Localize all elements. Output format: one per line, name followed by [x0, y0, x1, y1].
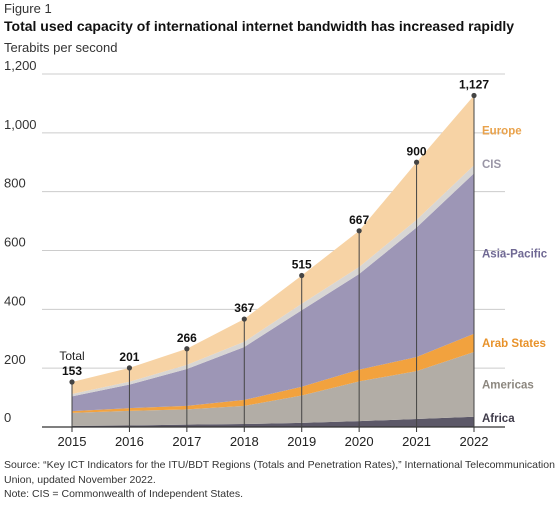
series-area-americas — [72, 351, 474, 426]
total-caption: Total — [59, 349, 84, 363]
total-marker — [356, 228, 362, 234]
total-value-label: 900 — [407, 144, 427, 158]
x-tick-label: 2018 — [230, 434, 259, 449]
total-value-label: 515 — [292, 258, 312, 272]
total-value-label: 367 — [234, 301, 254, 315]
y-tick-label: 1,200 — [4, 58, 37, 73]
total-marker — [471, 92, 477, 99]
chart-subtitle: Terabits per second — [4, 40, 118, 55]
series-label: Arab States — [482, 338, 546, 350]
x-tick-label: 2016 — [115, 434, 144, 449]
series-label: Europe — [482, 125, 522, 137]
x-tick-label: 2020 — [345, 434, 374, 449]
y-tick-label: 800 — [4, 176, 26, 191]
total-marker — [299, 272, 305, 279]
series-label: Africa — [482, 413, 515, 425]
total-marker — [126, 365, 133, 371]
abbreviation-note: Note: CIS = Commonwealth of Independent … — [4, 488, 244, 500]
total-value-label: 266 — [177, 331, 197, 345]
x-tick-label: 2015 — [58, 434, 87, 449]
y-tick-label: 400 — [4, 293, 26, 308]
y-tick-label: 200 — [4, 352, 26, 367]
series-label: CIS — [482, 159, 502, 171]
series-area-asia-pacific — [72, 173, 474, 412]
source-note: Source: “Key ICT Indicators for the ITU/… — [4, 459, 555, 486]
chart-title: Total used capacity of international int… — [4, 18, 515, 34]
total-marker — [241, 316, 247, 322]
series-label: Asia-Pacific — [482, 249, 548, 261]
x-tick-label: 2022 — [460, 434, 489, 449]
y-tick-label: 1,000 — [4, 117, 37, 132]
area-chart: 0 200 400 600 800 1,000 1,200 2015 2016 2017 2018 2… — [4, 58, 548, 449]
y-tick-label: 600 — [4, 235, 26, 250]
total-marker — [184, 346, 190, 352]
total-value-label: 667 — [349, 213, 369, 227]
total-value-label: 201 — [119, 350, 139, 364]
total-value-label: 153 — [62, 364, 82, 378]
total-value-label: 1,127 — [459, 77, 489, 91]
y-tick-label: 0 — [4, 410, 11, 425]
x-tick-label: 2021 — [402, 434, 431, 449]
series-area-arab-states — [72, 333, 474, 413]
total-marker — [413, 159, 420, 165]
series-area-africa — [72, 416, 474, 427]
total-marker — [69, 379, 75, 385]
x-tick-label: 2019 — [287, 434, 316, 449]
figure-label: Figure 1 — [4, 1, 52, 16]
series-label: Americas — [482, 379, 534, 391]
x-tick-label: 2017 — [172, 434, 201, 449]
